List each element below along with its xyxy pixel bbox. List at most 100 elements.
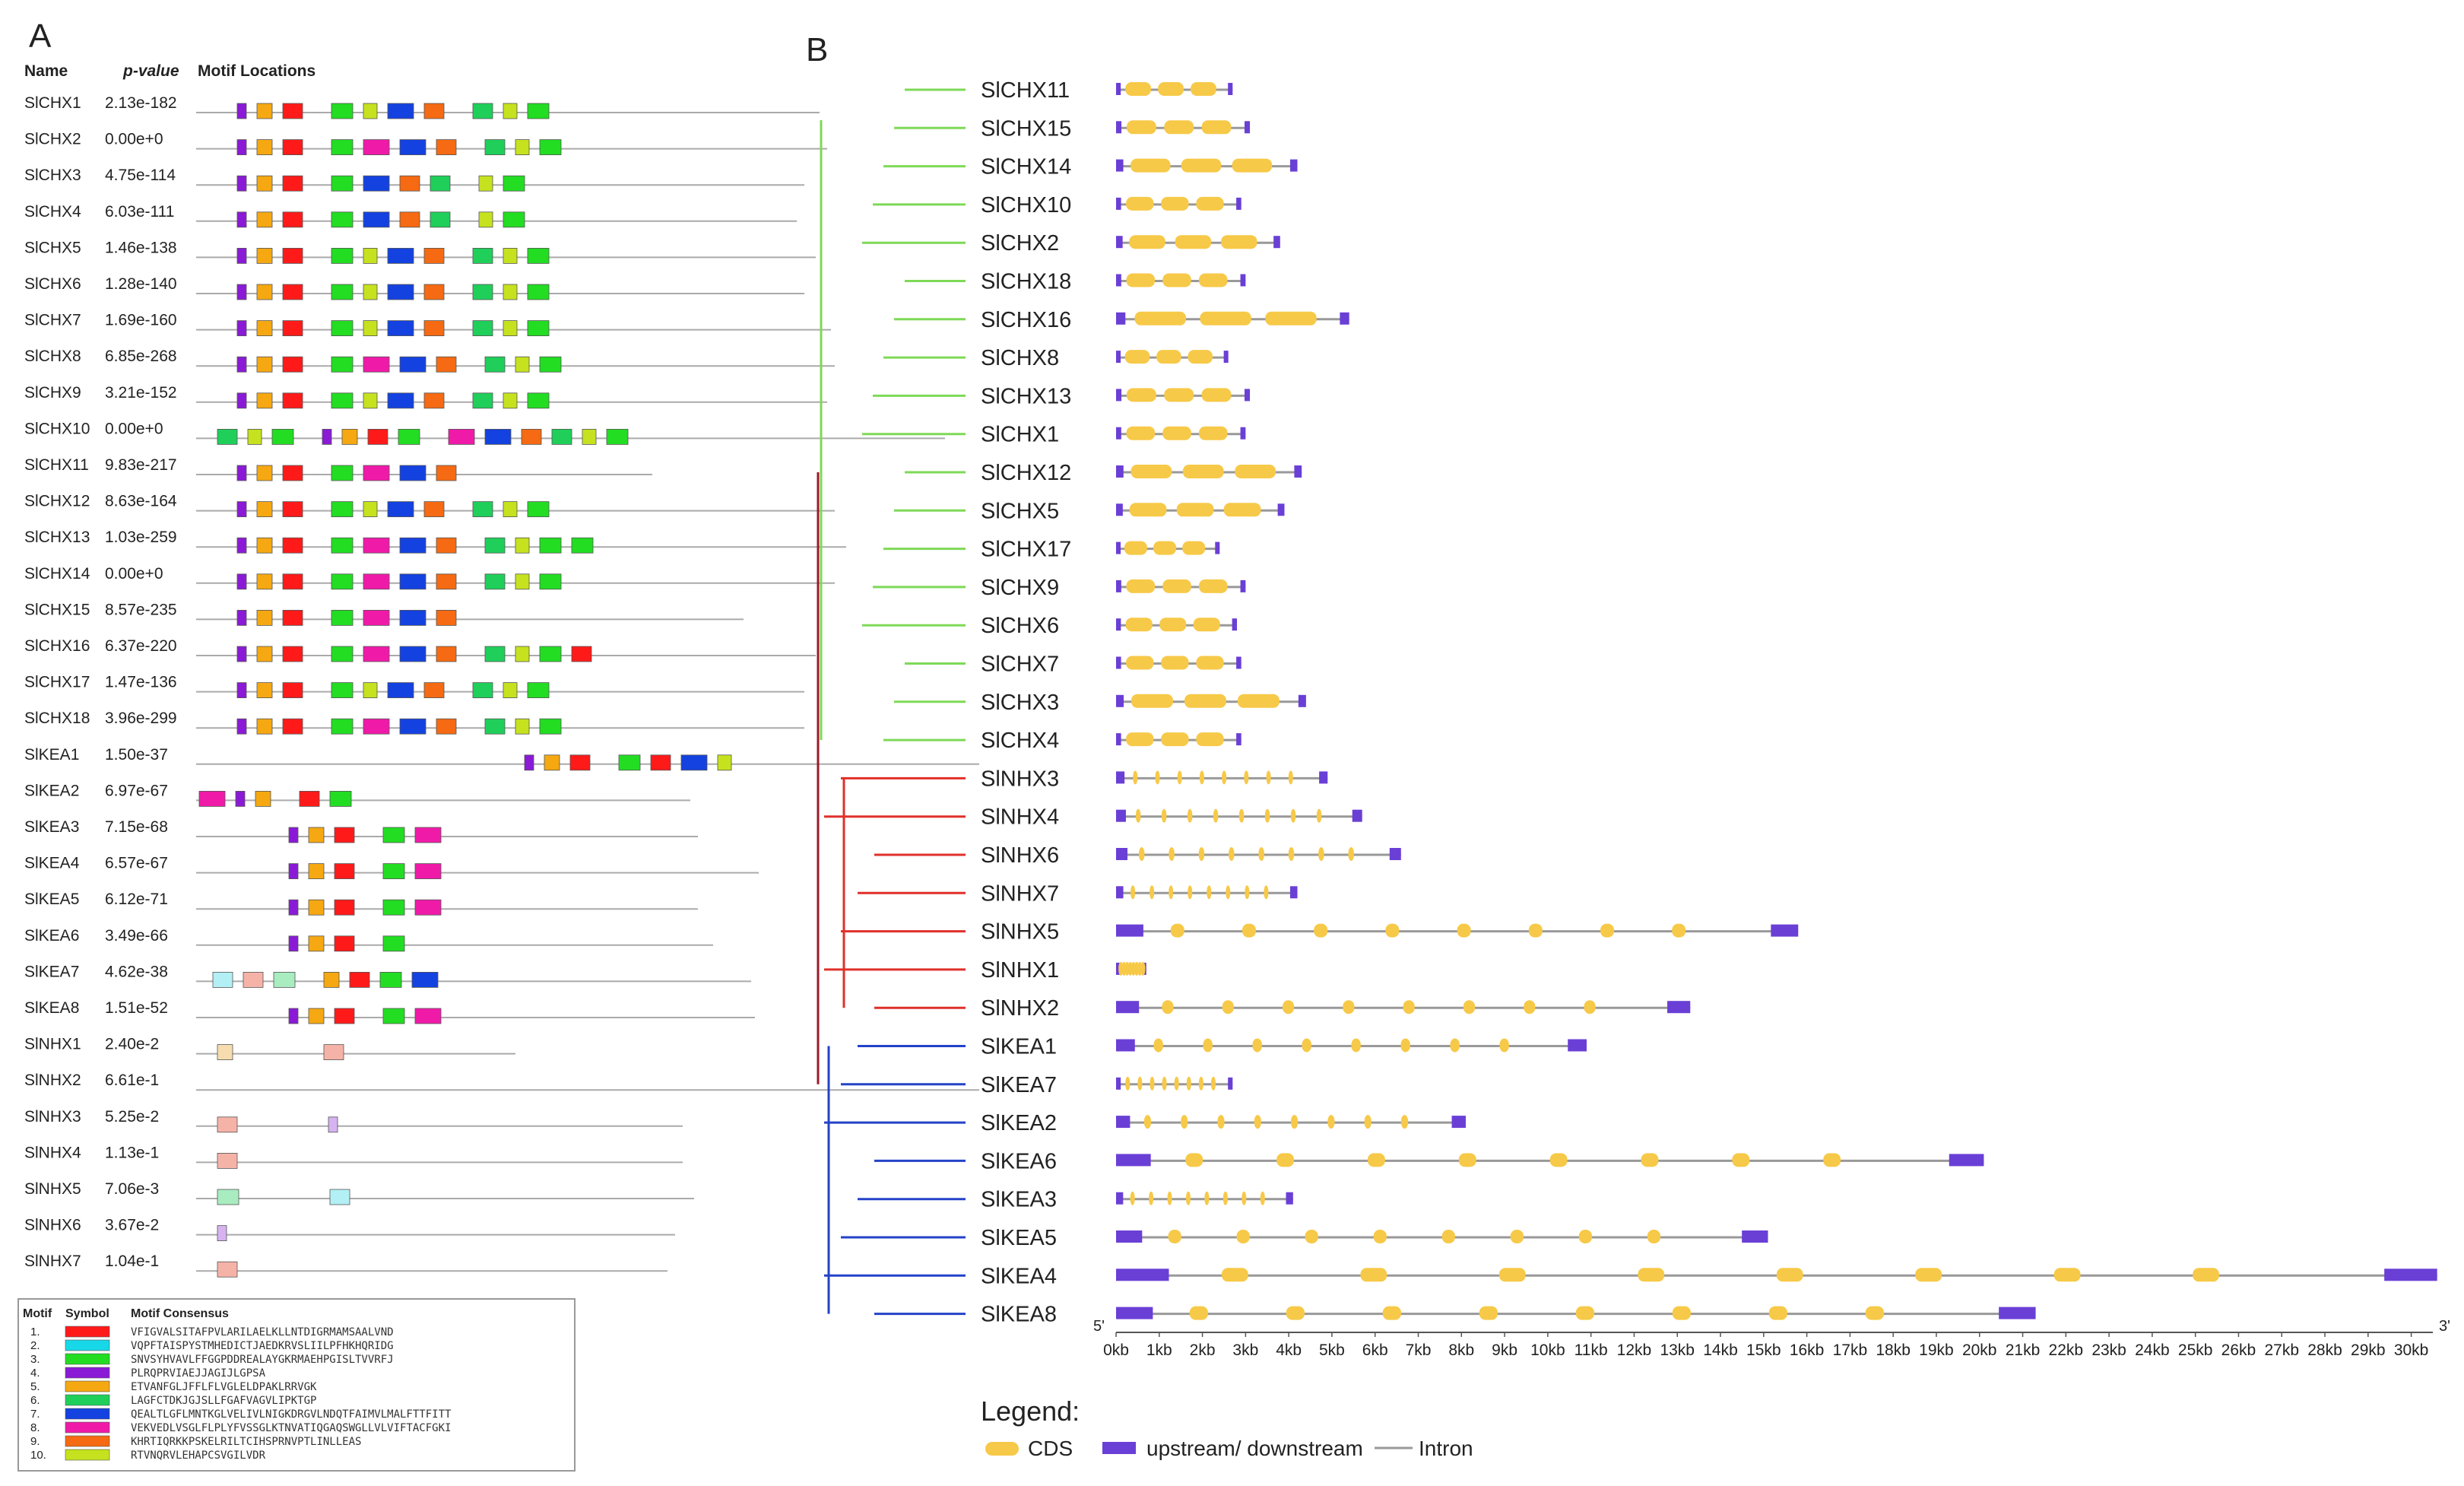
motif-row: SlKEA4 6.57e-67 [24,855,759,879]
gene-name: SlKEA5 [24,891,79,908]
motif-1-block [334,935,355,952]
utr-block [1294,465,1302,478]
cds-block [1236,1230,1250,1243]
motif-3-block [331,718,354,735]
legend-motif-swatch [65,1353,110,1365]
motif-10-block [503,320,518,337]
motif-10-block [503,501,518,517]
motif-9-block [423,284,445,300]
gene-label: SlCHX4 [981,729,1059,753]
utr-block [1116,83,1121,95]
motif-3-block [271,429,294,445]
cds-block [1302,1038,1311,1053]
utr-block [1999,1307,2036,1319]
motif-10-block [582,429,597,445]
gene-structure-row: SlCHX4 [981,729,1242,753]
cds-block [1286,1306,1305,1320]
cds-block [1161,808,1167,823]
axis-tick-label: 19kb [1919,1342,1954,1359]
cds-block [1199,579,1228,593]
cds-block [1149,1191,1154,1205]
motif-3-block [331,175,354,192]
motif-3-block [606,429,629,445]
gene-structure-row: SlCHX14 [981,155,1298,179]
motif-6-block [217,429,238,445]
legend-motif-consensus: VQPFTAISPYSTMHEDICTJAEDKRVSLIILPFHKHQRID… [131,1340,394,1352]
cds-block [1258,847,1264,861]
motif-7-block [399,139,427,156]
cds-block [1276,1153,1294,1167]
cds-block [1177,770,1182,785]
utr-block [1116,236,1123,249]
cds-block [1242,1191,1247,1205]
axis-tick-label: 11kb [1574,1342,1608,1359]
motif-row: SlKEA2 6.97e-67 [24,782,690,807]
motif-5-block [256,284,273,300]
cds-block [1343,1000,1355,1014]
gene-pvalue: 3.96e-299 [105,710,177,727]
motif-10-block [478,175,493,192]
motif-9-block [436,646,457,662]
gene-structure-row: SlKEA7 [981,1073,1233,1097]
motif-5-block [308,935,325,952]
utr-block [1215,541,1220,554]
motif-1-block [569,754,591,771]
motif-1-block [299,791,320,807]
motif-8-block [414,1008,442,1024]
motif-4-block [288,935,299,952]
legend-motif-number: 10. [30,1449,46,1462]
motif-1-block [282,573,303,590]
motif-3-block [382,1008,405,1024]
motif-8-block [414,863,442,879]
motif-4-block [235,791,246,807]
gene-pvalue: 6.61e-1 [105,1072,159,1089]
axis-tick-label: 10kb [1530,1342,1565,1359]
cds-block [1127,388,1156,402]
gene-structure-row: SlCHX10 [981,193,1242,218]
motif-7-block [399,356,427,373]
cds-block [1229,847,1235,861]
motif-7-block [399,573,427,590]
axis-tick-label: 12kb [1617,1342,1652,1359]
utr-block [1277,503,1285,516]
motif-5-block [544,754,560,771]
axis-tick-label: 8kb [1448,1342,1474,1359]
cds-block [1584,1000,1596,1014]
cds-block [1238,808,1245,823]
gene-name: SlCHX14 [24,565,90,583]
motif-6-block [484,537,506,554]
motif-8-block [363,718,390,735]
motif-row: SlNHX6 3.67e-2 [24,1217,675,1241]
gene-pvalue: 2.13e-182 [105,94,177,112]
cds-block [1162,1076,1167,1091]
motif-3-block [527,103,550,119]
motif-3-block [382,899,405,916]
motif-4-block [328,1116,338,1133]
motif-1-block [282,537,303,554]
cds-block [1207,885,1212,900]
gene-pvalue: 1.69e-160 [105,312,177,329]
motif-1-block [282,646,303,662]
motif-row: SlCHX2 0.00e+0 [24,131,827,156]
motif-6-block [472,501,493,517]
motif-5-block [308,899,325,916]
cds-block [1198,1076,1203,1091]
utr-block [1273,236,1280,249]
motif-10-block [515,139,530,156]
cds-block [1185,1191,1191,1205]
cds-block [1373,1230,1387,1243]
motif-5-block [323,972,340,988]
gene-label: SlCHX9 [981,576,1059,600]
cds-block [1126,426,1156,440]
cds-block [1133,770,1138,785]
axis-tick-label: 28kb [2307,1342,2342,1359]
motif-10-block [515,718,530,735]
motif-5-block [256,211,273,228]
motif-3-block [331,139,354,156]
legend-motif-swatch [65,1449,110,1461]
cds-block [1150,1076,1155,1091]
motif-10-block [363,682,378,698]
cds-block [1191,82,1216,96]
motif-8-block [448,429,475,445]
cds-block [1162,426,1191,440]
